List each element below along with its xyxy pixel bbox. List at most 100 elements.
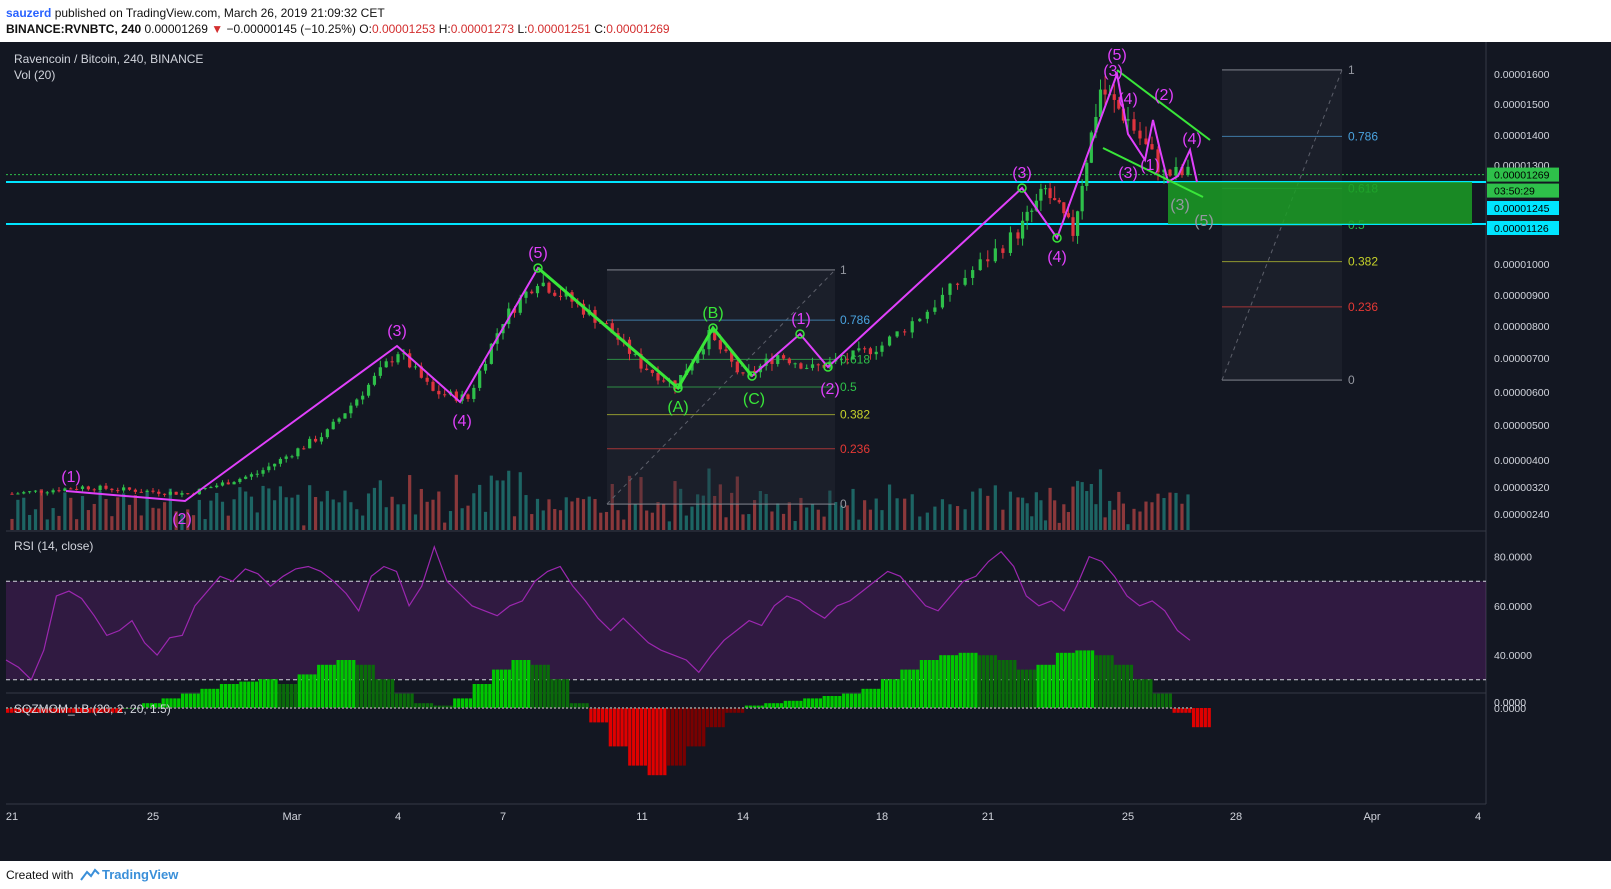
volume-bar	[564, 497, 568, 530]
squeeze-bar	[694, 708, 698, 747]
fib-level-label: 1	[1348, 63, 1355, 77]
squeeze-bar	[756, 705, 760, 708]
fib-level-label: 0.236	[840, 442, 870, 456]
squeeze-bar	[612, 708, 616, 747]
chart-area[interactable]: 10.7860.6180.50.3820.236010.7860.6180.50…	[0, 42, 1611, 861]
candle-body	[799, 363, 803, 369]
candle-body	[662, 380, 666, 382]
candle-body	[483, 363, 488, 371]
squeeze-bar	[904, 669, 908, 708]
squeeze-bar	[935, 660, 939, 708]
volume-bar	[633, 503, 637, 530]
low-value: 0.00001251	[527, 22, 591, 36]
candle-body	[741, 372, 745, 374]
squeeze-bar	[212, 688, 216, 708]
volume-bar	[127, 504, 132, 530]
squeeze-bar	[56, 708, 60, 713]
price-tick-label: 0.00001400	[1494, 130, 1550, 142]
squeeze-bar	[546, 664, 550, 708]
squeeze-bar	[519, 660, 523, 708]
squeeze-bar	[208, 688, 212, 708]
fib-level-label: 0	[1348, 373, 1355, 387]
price-tick-label: 0.00000240	[1494, 509, 1550, 521]
squeeze-bar	[1052, 664, 1056, 708]
squeeze-bar	[422, 703, 426, 708]
squeeze-bar	[982, 655, 986, 708]
candle-body	[396, 354, 400, 363]
candle-body	[226, 482, 230, 485]
volume-bar	[45, 519, 49, 530]
tradingview-brand[interactable]: TradingView	[102, 867, 179, 882]
candle-body	[857, 348, 861, 351]
volume-bar	[747, 514, 751, 530]
candle-body	[650, 369, 654, 373]
squeeze-bar	[725, 708, 729, 713]
author-link[interactable]: sauzerd	[6, 6, 52, 20]
candle-body	[466, 394, 470, 399]
candle-body	[1085, 162, 1089, 186]
squeeze-bar	[394, 693, 399, 708]
candle-body	[993, 248, 997, 262]
squeeze-bar	[807, 698, 811, 708]
volume-bar	[816, 509, 820, 530]
volume-bar	[895, 498, 899, 530]
volume-bar	[220, 501, 225, 530]
squeeze-bar	[534, 664, 539, 708]
candle-body	[518, 297, 522, 313]
candle-body	[413, 366, 418, 368]
candle-body	[724, 349, 728, 352]
squeeze-bar	[838, 696, 842, 708]
volume-bar	[255, 512, 259, 530]
candle-body	[839, 358, 844, 360]
squeeze-bar	[165, 698, 169, 708]
fib-level-label: 0.618	[840, 352, 870, 366]
squeeze-bar	[1176, 708, 1180, 713]
candle-body	[524, 291, 528, 298]
volume-bar	[448, 511, 453, 530]
candle-body	[337, 418, 341, 422]
volume-bar	[86, 510, 90, 530]
candle-body	[1168, 169, 1172, 176]
squeeze-bar	[900, 669, 904, 708]
candle-body	[553, 292, 557, 296]
squeeze-bar	[908, 669, 912, 708]
volume-bar	[63, 492, 67, 530]
squeeze-bar	[169, 698, 173, 708]
candle-body	[933, 307, 937, 312]
squeeze-bar	[492, 669, 496, 708]
candle-body	[940, 294, 945, 308]
squeeze-bar	[37, 708, 41, 713]
volume-bar	[1030, 516, 1034, 530]
elliott-wave-lines	[65, 69, 1211, 503]
rsi-tick-label: 60.0000	[1494, 601, 1532, 613]
squeeze-bar	[387, 679, 391, 708]
volume-bar	[1085, 491, 1089, 530]
candle-body	[69, 488, 73, 490]
squeeze-bar	[923, 660, 927, 708]
time-tick-label: 14	[737, 811, 749, 823]
squeeze-bar	[449, 705, 453, 708]
created-with-text: Created with	[6, 868, 74, 882]
volume-bar	[1053, 500, 1057, 530]
squeeze-bar	[1114, 664, 1118, 708]
squeeze-bar	[13, 708, 18, 713]
candle-body	[770, 358, 774, 364]
candle-body	[180, 493, 184, 495]
squeeze-bar	[1184, 708, 1188, 713]
squeeze-bar	[64, 708, 68, 713]
squeeze-bar	[324, 664, 329, 708]
squeeze-bar	[95, 708, 99, 713]
squeeze-bar	[849, 693, 854, 708]
squeeze-bar	[1141, 679, 1145, 708]
candle-body	[249, 474, 254, 477]
volume-bar	[402, 504, 406, 530]
squeeze-bar	[845, 693, 850, 708]
time-tick-label: 28	[1230, 811, 1242, 823]
squeeze-bar	[153, 703, 158, 708]
candle-body	[793, 363, 797, 365]
squeeze-bar	[145, 703, 150, 708]
squeeze-bar	[1028, 669, 1032, 708]
published-text: published on TradingView.com, March 26, …	[54, 6, 385, 20]
candle-body	[343, 413, 347, 419]
squeeze-bar	[1122, 664, 1126, 708]
